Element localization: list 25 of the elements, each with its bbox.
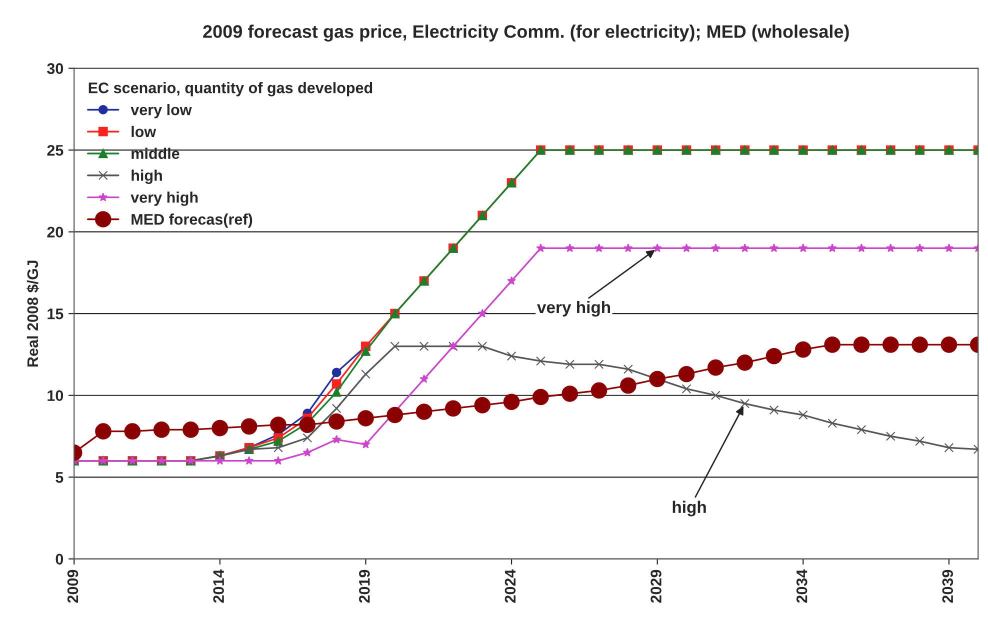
legend-label: high [132,170,162,184]
y-tick-label: 10 [48,390,64,402]
x-tick-label: 2029 [650,570,662,603]
y-tick-label: 30 [47,63,64,74]
x-tick-label: 2014 [213,569,224,603]
x-tick-label: 2019 [359,570,370,603]
legend-label: very low [130,104,192,118]
legend-title: EC scenario, quantity of gas developed [88,82,372,96]
y-tick-label: 20 [47,226,64,238]
annotation: high [672,500,706,516]
x-tick-label: 2034 [796,569,808,603]
legend-label: low [132,126,156,138]
legend-label: middle [132,148,180,159]
y-tick-label: 0 [56,554,64,565]
y-tick-label: 5 [56,472,64,483]
x-tick-label: 2009 [67,570,78,603]
y-tick-label: 25 [47,144,64,156]
annotation: very high [537,300,610,317]
y-tick-label: 15 [48,308,64,320]
legend-label: MED forecas(ref) [132,214,252,228]
chart-title: 2009 forecast gas price, Electricity Comm. (for electricity); MED (wholesale) [203,24,849,42]
x-tick-label: 2039 [942,570,954,603]
y-axis-title: Real 2008 $/GJ [26,260,40,367]
x-tick-label: 2024 [504,569,516,603]
legend-label: very high [130,192,198,206]
